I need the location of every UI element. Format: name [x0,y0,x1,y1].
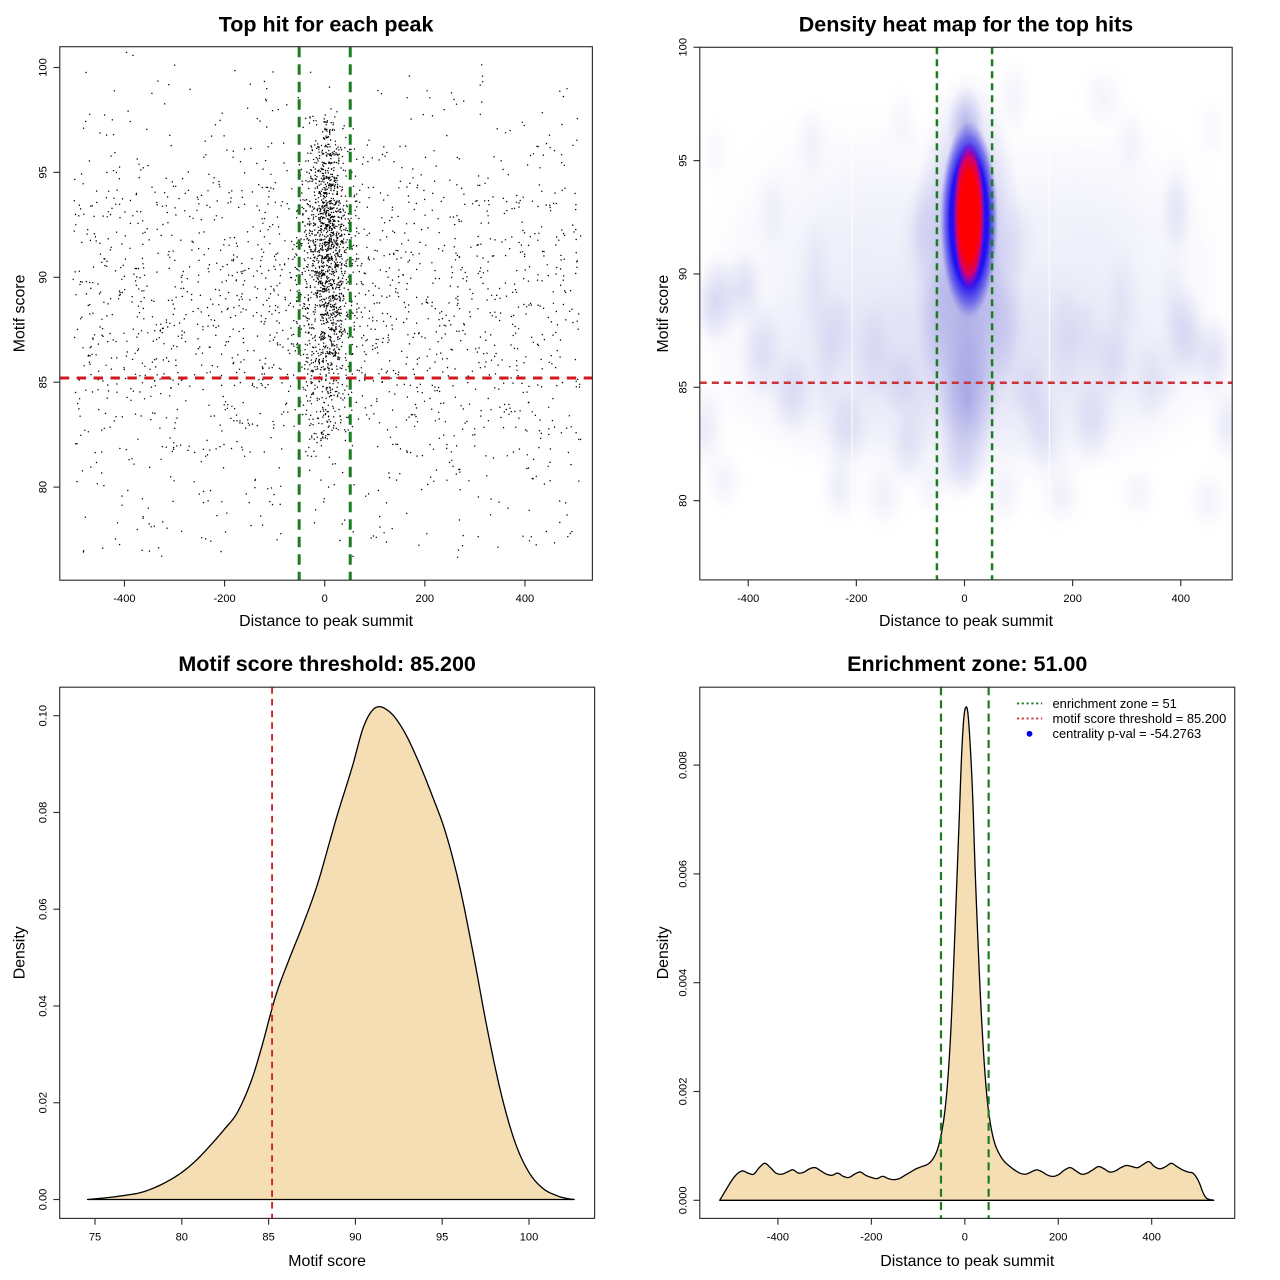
svg-text:95: 95 [678,154,690,166]
svg-text:Motif score: Motif score [11,274,28,352]
svg-text:-400: -400 [767,1231,789,1243]
svg-text:0.00: 0.00 [37,1189,49,1211]
svg-text:80: 80 [678,494,690,506]
svg-text:-200: -200 [213,593,235,605]
svg-text:100: 100 [520,1231,539,1243]
svg-text:85: 85 [678,381,690,393]
svg-text:-400: -400 [113,593,135,605]
svg-text:85: 85 [38,376,50,388]
svg-text:0.004: 0.004 [678,969,690,997]
svg-text:0.04: 0.04 [37,995,49,1017]
svg-text:0.006: 0.006 [678,860,690,888]
svg-text:Density heat map for the top h: Density heat map for the top hits [799,12,1134,36]
svg-text:0.02: 0.02 [37,1092,49,1114]
svg-text:95: 95 [38,166,50,178]
svg-text:Density: Density [11,926,28,979]
svg-text:Density: Density [655,926,672,979]
svg-text:85: 85 [262,1231,274,1243]
svg-text:centrality p-val = -54.2763: centrality p-val = -54.2763 [1053,726,1202,741]
svg-text:400: 400 [516,593,535,605]
svg-text:Motif score threshold: 85.200: Motif score threshold: 85.200 [178,652,476,676]
svg-text:0: 0 [322,593,328,605]
svg-text:0: 0 [961,593,967,605]
svg-text:-200: -200 [860,1231,882,1243]
svg-text:200: 200 [1049,1231,1068,1243]
svg-text:80: 80 [38,481,50,493]
svg-text:90: 90 [678,268,690,280]
svg-text:80: 80 [176,1231,188,1243]
svg-text:400: 400 [1172,593,1191,605]
svg-text:90: 90 [349,1231,361,1243]
svg-text:0.002: 0.002 [678,1078,690,1106]
svg-text:75: 75 [89,1231,101,1243]
svg-text:90: 90 [38,271,50,283]
svg-text:Distance to peak summit: Distance to peak summit [239,613,414,630]
svg-text:95: 95 [436,1231,448,1243]
svg-text:Motif score: Motif score [288,1253,366,1270]
svg-text:-400: -400 [737,593,759,605]
svg-text:Motif score: Motif score [655,275,672,353]
svg-text:100: 100 [678,38,690,57]
svg-text:Top hit for each peak: Top hit for each peak [219,12,434,36]
svg-text:0: 0 [962,1231,968,1243]
svg-text:0.000: 0.000 [678,1186,690,1214]
svg-text:-200: -200 [845,593,867,605]
svg-text:Distance to peak summit: Distance to peak summit [880,1253,1055,1270]
svg-text:200: 200 [416,593,435,605]
svg-text:Distance to peak summit: Distance to peak summit [879,613,1054,630]
svg-text:100: 100 [38,58,50,77]
svg-text:400: 400 [1142,1231,1161,1243]
svg-text:0.06: 0.06 [37,898,49,920]
svg-text:0.10: 0.10 [37,705,49,727]
svg-text:Enrichment zone: 51.00: Enrichment zone: 51.00 [847,652,1087,676]
svg-text:enrichment zone = 51: enrichment zone = 51 [1053,696,1177,711]
svg-text:0.08: 0.08 [37,802,49,824]
svg-text:0.008: 0.008 [678,751,690,779]
svg-text:motif score threshold = 85.200: motif score threshold = 85.200 [1053,711,1227,726]
svg-text:200: 200 [1063,593,1082,605]
